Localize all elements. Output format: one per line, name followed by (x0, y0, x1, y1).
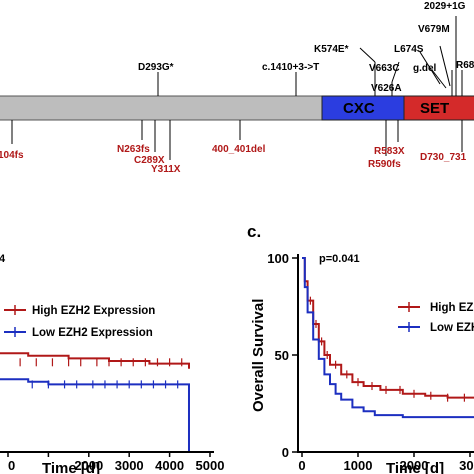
x-tick-label: 0 (8, 458, 15, 473)
mutation-label: c.1410+3->T (262, 62, 319, 73)
panel-c-censor-high (309, 296, 465, 402)
x-tick-label: 3000 (115, 458, 144, 473)
mutation-label: V679M (418, 24, 450, 35)
mutation-label: N263fs (117, 144, 150, 155)
x-tick-label: 0 (298, 458, 305, 473)
x-tick-label: 1000 (344, 458, 373, 473)
panel-c-x-ticks: 0 1000 2000 300 (298, 452, 474, 473)
panel-c-high-curve (302, 257, 474, 399)
domain-cxc (321, 95, 405, 121)
panel-c-y-ticks: 100 50 0 (267, 251, 298, 460)
mutation-label: R590fs (368, 159, 401, 170)
y-tick-label: 100 (267, 251, 289, 266)
panel-b-x-label: Time [d] (42, 460, 100, 474)
mutation-label: 400_401del (212, 144, 266, 155)
mutation-label: V663C (369, 63, 400, 74)
legend-low: Low EZH2 Expression (32, 327, 153, 339)
mutation-label: V626A (371, 83, 402, 94)
panel-b-low-curve (0, 378, 190, 452)
panel-c-low-curve (302, 257, 474, 419)
x-tick-label: 4000 (155, 458, 184, 473)
mutation-label: R583X (374, 146, 405, 157)
panel-c-x-label: Time [d] (386, 460, 444, 474)
mutation-label: Y311X (151, 164, 181, 175)
mutation-lines-below (11, 120, 463, 160)
y-tick-label: 0 (282, 445, 289, 460)
domain-set (403, 95, 474, 121)
mutation-label: 2029+1G (424, 1, 466, 12)
protein-diagram: CXC SET 2029+1G V679M R68 L674S K574E* V… (0, 1, 474, 175)
x-tick-label: 5000 (196, 458, 225, 473)
panel-c-pvalue: p=0.041 (319, 253, 360, 265)
mutation-label: g.del (413, 63, 437, 74)
panel-c: c. p=0.041 Overall Survival 100 50 0 0 1000… (247, 222, 474, 474)
panel-b: 4 High EZH2 Expression Low EZH2 Expressi… (0, 253, 224, 474)
mutation-label: K574E* (314, 44, 349, 55)
legend-high: High EZH (430, 302, 474, 314)
panel-c-letter: c. (247, 222, 261, 241)
mutation-label: L674S (394, 44, 424, 55)
protein-backbone (0, 95, 325, 121)
panel-b-pvalue: 4 (0, 253, 6, 265)
mutation-label: 104fs (0, 150, 24, 161)
panel-c-legend: High EZH Low EZH (398, 302, 474, 334)
mutation-lines-above (157, 16, 463, 96)
x-tick-label: 2000 (400, 458, 429, 473)
mutation-label: R68 (456, 60, 474, 71)
panel-b-x-ticks: 0 2000 3000 4000 5000 (7, 452, 225, 473)
panel-c-y-label: Overall Survival (250, 299, 267, 412)
legend-low: Low EZH (430, 322, 474, 334)
mutation-label: D293G* (138, 62, 174, 73)
panel-b-censor-low (31, 380, 179, 389)
domain-set-label: SET (420, 100, 449, 117)
panel-b-high-curve (0, 352, 190, 369)
x-tick-label: 300 (459, 458, 474, 473)
mutation-label: D730_731 (420, 152, 467, 163)
panel-b-legend: High EZH2 Expression Low EZH2 Expression (4, 305, 155, 339)
panel-b-censor-high (19, 358, 183, 367)
domain-cxc-label: CXC (343, 100, 375, 117)
legend-high: High EZH2 Expression (32, 305, 155, 317)
y-tick-label: 50 (275, 348, 289, 363)
mutation-label: C289X (134, 155, 165, 166)
x-tick-label: 2000 (74, 458, 103, 473)
